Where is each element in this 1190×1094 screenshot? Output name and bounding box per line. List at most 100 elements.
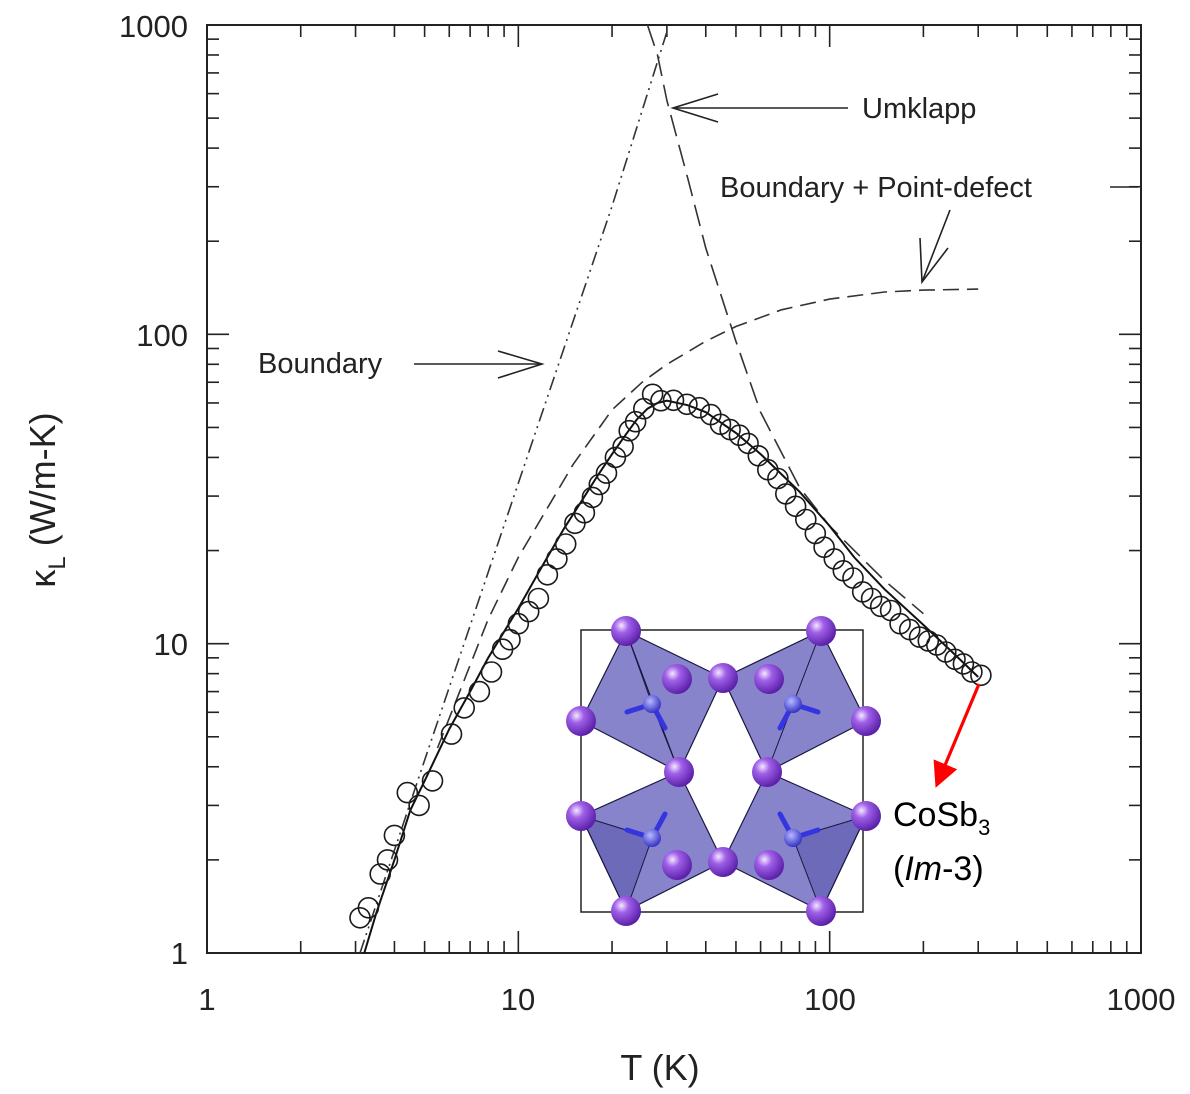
co-atom [784, 829, 802, 847]
data-point [581, 486, 604, 509]
sb-atom [752, 757, 782, 787]
sb-atom [566, 801, 596, 831]
sb-atom [754, 850, 784, 880]
face-bl [580, 815, 653, 913]
data-point [536, 563, 559, 586]
sg-paren-close: ) [972, 850, 983, 888]
data-point [794, 508, 817, 531]
data-point [440, 723, 463, 745]
data-point [970, 664, 992, 687]
sb-atom [806, 896, 836, 926]
data-point [650, 389, 672, 412]
bpd-arrow-line [921, 209, 951, 283]
sg-rest: -3 [942, 850, 972, 888]
data-point [554, 533, 577, 555]
sb-atom [611, 896, 641, 926]
material-pointer-arrow [933, 683, 981, 788]
sb-atom [851, 801, 881, 831]
x-tick-label-100: 100 [804, 982, 856, 1017]
sb-atom [754, 664, 784, 694]
sb-atoms [566, 616, 881, 926]
boundary-arrow-head [497, 350, 545, 379]
data-point [804, 522, 827, 545]
umklapp-arrow-head [670, 93, 719, 123]
data-point [813, 536, 835, 559]
x-tick-label-10: 10 [501, 982, 535, 1017]
sb-atom [708, 847, 738, 877]
data-point [383, 824, 406, 847]
x-tick-label-1: 1 [198, 982, 215, 1017]
co-atom [643, 695, 661, 713]
formula-main: CoSb [893, 796, 978, 834]
data-point [676, 393, 698, 416]
data-point [369, 863, 392, 885]
data-point [527, 587, 550, 610]
y-tick-label-100: 100 [136, 318, 188, 353]
boundary-label: Boundary [258, 348, 383, 380]
data-point [784, 495, 807, 518]
y-tick-labels: 1 10 100 1000 [119, 9, 188, 971]
y-axis-unit: (W/m-K) [22, 412, 63, 546]
sb-atom [708, 663, 738, 693]
co-atom [643, 829, 661, 847]
data-point [453, 697, 476, 719]
x-tick-label-1000: 1000 [1107, 982, 1176, 1017]
x-tick-labels: 1 10 100 1000 [198, 982, 1175, 1017]
data-point [357, 896, 380, 919]
sb-atom [566, 706, 596, 736]
data-point [376, 849, 399, 871]
crystal-structure-inset [566, 616, 881, 926]
boundary-point-defect-annotation: Boundary + Point-defect [720, 172, 1138, 285]
data-point [612, 435, 634, 458]
boundary-annotation: Boundary [258, 348, 545, 380]
data-point [588, 473, 611, 496]
boundary-curve [359, 31, 668, 954]
sb-atom [806, 616, 836, 646]
y-axis-subscript: L [44, 556, 71, 569]
data-point [396, 781, 419, 804]
data-point [480, 661, 503, 683]
measured-data-points [349, 383, 992, 929]
bpd-arrow-head [919, 237, 949, 285]
data-point [624, 410, 647, 433]
y-tick-label-1000: 1000 [119, 9, 188, 44]
sb-atom [611, 616, 641, 646]
data-point [421, 770, 444, 792]
data-point [468, 680, 491, 703]
material-space-group: (Im-3) [893, 850, 984, 888]
x-axis-title: T (K) [620, 1047, 699, 1088]
data-point [851, 581, 874, 603]
sb-atom [662, 850, 692, 880]
fit-curve [363, 399, 979, 954]
y-tick-label-10: 10 [154, 627, 188, 662]
umklapp-curve [646, 24, 924, 615]
sg-paren-open: ( [893, 850, 905, 888]
data-point [774, 483, 797, 505]
y-axis-symbol: κ [22, 569, 63, 588]
data-point [728, 424, 751, 447]
sb-atom [851, 706, 881, 736]
y-tick-label-1: 1 [171, 936, 188, 971]
y-axis-title: κL (W/m-K) [22, 412, 71, 587]
data-point [517, 600, 540, 623]
formula-subscript: 3 [978, 815, 990, 840]
data-point [688, 396, 711, 419]
sg-italic: Im [904, 850, 942, 888]
umklapp-label: Umklapp [862, 93, 976, 125]
data-point [952, 653, 975, 675]
data-point [747, 444, 770, 467]
data-point [604, 446, 627, 469]
plot-frame [206, 24, 1142, 954]
octahedra [580, 630, 867, 912]
data-point [823, 548, 846, 570]
data-point [641, 383, 664, 406]
data-point [662, 389, 685, 412]
data-point [961, 661, 983, 683]
sb-atom [664, 757, 694, 787]
boundary-point-defect-label: Boundary + Point-defect [720, 172, 1032, 204]
umklapp-annotation: Umklapp [670, 93, 976, 125]
data-point [546, 548, 568, 570]
data-point [860, 587, 883, 610]
data-point [408, 794, 430, 817]
